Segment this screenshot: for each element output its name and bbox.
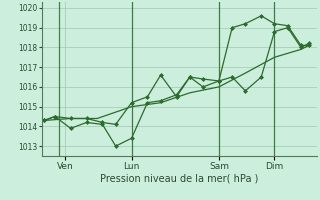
X-axis label: Pression niveau de la mer( hPa ): Pression niveau de la mer( hPa ) [100, 173, 258, 183]
